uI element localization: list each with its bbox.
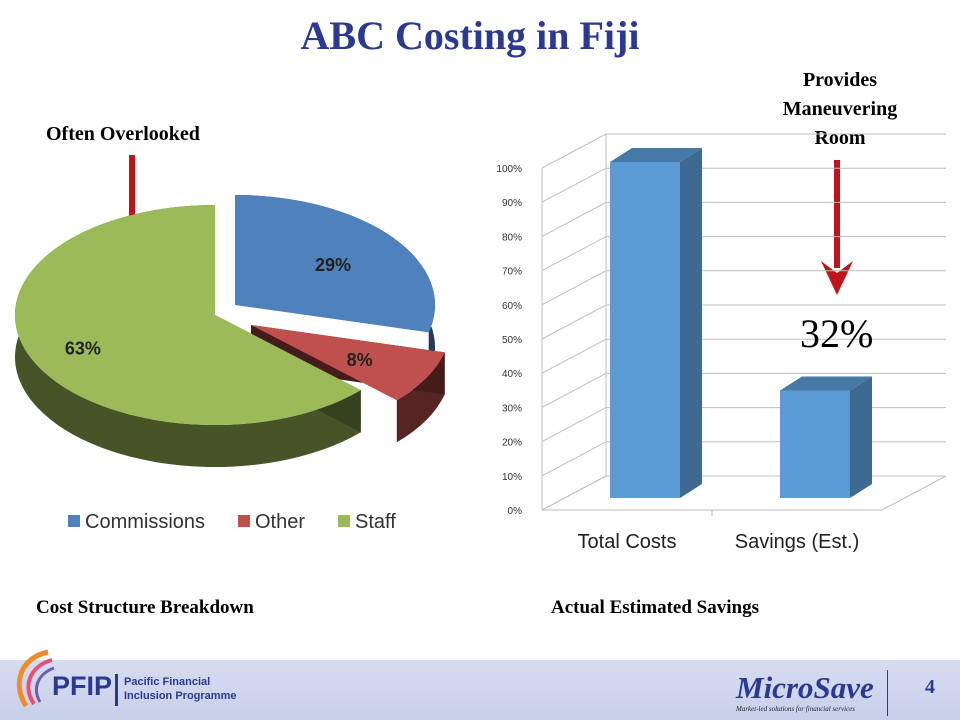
estimated-savings-caption: Actual Estimated Savings — [551, 597, 759, 618]
bar-y-tick-label: 50% — [502, 335, 522, 346]
bar-gridline — [541, 201, 946, 237]
bar-gridline — [541, 133, 946, 169]
bar-top-total-costs — [610, 148, 702, 162]
bar-top-savings-est- — [780, 376, 872, 391]
bar-y-tick-label: 80% — [502, 232, 522, 243]
microsave-divider — [887, 670, 888, 716]
bar-y-tick-label: 20% — [502, 438, 522, 449]
bar-category-label-total-costs: Total Costs — [578, 531, 677, 553]
cost-structure-caption: Cost Structure Breakdown — [36, 597, 254, 618]
pie-data-label-other: 8% — [347, 350, 373, 370]
bar-total-costs — [610, 162, 680, 498]
legend-label-commissions: Commissions — [85, 511, 205, 533]
pie-slice-side-staff — [15, 205, 361, 467]
bar-chart: 0% 10% 20% 30% 40% 50% 60% 70% 80% 90% 100% Total … — [496, 133, 947, 553]
pie-data-label-staff: 63% — [65, 338, 101, 358]
bar-y-tick-label: 40% — [502, 369, 522, 380]
bar-y-tick-label: 60% — [502, 301, 522, 312]
bar-y-tick-label: 90% — [502, 198, 522, 209]
bar-gridline — [541, 338, 946, 374]
maneuvering-room-line-3: Room — [814, 127, 866, 149]
bar-gridline — [541, 441, 946, 477]
legend-swatch-commissions — [68, 515, 80, 527]
pfip-logo-text: PFIP — [52, 671, 113, 701]
pfip-name-line-1: Pacific Financial — [124, 676, 211, 688]
footer-bar — [0, 660, 960, 720]
microsave-logo-text: MicroSave — [736, 670, 874, 705]
legend-label-other: Other — [255, 511, 305, 533]
pfip-name-line-2: Inclusion Programme — [124, 690, 237, 702]
bar-y-tick-label: 100% — [496, 164, 522, 175]
maneuvering-room-line-1: Provides — [802, 69, 878, 91]
pie-slice-other — [251, 325, 445, 401]
microsave-tagline: Market-led solutions for financial servi… — [736, 705, 855, 713]
bar-gridline — [541, 167, 946, 203]
pie-data-label-commissions: 29% — [315, 255, 351, 275]
bar-gridline — [541, 304, 946, 340]
bar-y-tick-label: 10% — [502, 472, 522, 483]
bar-gridline — [541, 475, 946, 511]
bar-gridline — [541, 372, 946, 408]
pie-chart: 29% 8% 63% Commissions Other Staff — [15, 195, 445, 533]
often-overlooked-label: Often Overlooked — [46, 123, 200, 145]
savings-callout: 32% — [800, 311, 874, 356]
bar-side-savings-est- — [850, 376, 872, 498]
bar-y-tick-label: 0% — [508, 506, 523, 517]
slide-title: ABC Costing in Fiji — [300, 13, 640, 58]
pfip-logo-swirl-icon — [16, 649, 55, 708]
bar-gridline — [541, 270, 946, 306]
bar-category-label-savings-est-: Savings (Est.) — [735, 531, 859, 553]
pie-slice-staff — [15, 205, 361, 425]
bar-y-tick-label: 70% — [502, 267, 522, 278]
bar-savings-est- — [780, 390, 850, 498]
legend-swatch-other — [238, 515, 250, 527]
bar-gridline — [541, 407, 946, 443]
maneuvering-room-arrow-icon — [821, 160, 853, 295]
bar-floor — [541, 475, 947, 511]
legend-label-staff: Staff — [355, 511, 396, 533]
legend-swatch-staff — [338, 515, 350, 527]
page-number: 4 — [925, 676, 935, 698]
bar-y-tick-label: 30% — [502, 403, 522, 414]
pfip-divider — [115, 674, 118, 706]
bar-side-total-costs — [680, 148, 702, 498]
maneuvering-room-line-2: Maneuvering — [782, 98, 898, 120]
pie-slice-commissions — [235, 195, 435, 333]
bar-gridline — [541, 236, 946, 272]
maneuvering-room-label: Provides Maneuvering Room — [760, 66, 920, 153]
